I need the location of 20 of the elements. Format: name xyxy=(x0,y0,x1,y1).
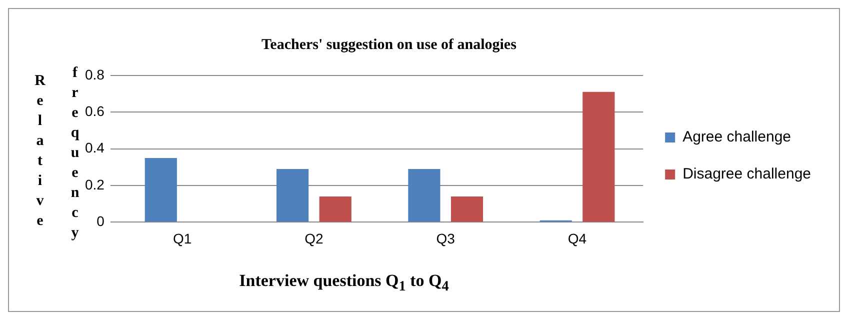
x-tick-label: Q2 xyxy=(304,230,324,246)
bar xyxy=(408,168,440,222)
text: Relative frequency xyxy=(32,65,83,245)
x-tick-label: Q3 xyxy=(436,230,456,246)
x-tick-label: Q4 xyxy=(568,230,587,246)
chart-title: Teachers' suggestion on use of analogies xyxy=(260,37,518,54)
bar xyxy=(319,196,352,222)
y-tick-label: 0.6 xyxy=(84,102,105,119)
bar xyxy=(450,196,484,222)
bar xyxy=(276,168,309,222)
legend-label: Agree challenge xyxy=(682,128,792,146)
bar xyxy=(582,92,615,222)
x-axis-title: Interview questions Q$_{1}$ to Q$_{4}$ xyxy=(238,271,450,296)
bar xyxy=(144,158,177,222)
y-tick-label: 0.4 xyxy=(84,140,105,156)
x-tick-label: Q1 xyxy=(172,230,192,246)
y-tick-label: 0.8 xyxy=(84,66,105,82)
y-tick-label: 0 xyxy=(96,213,105,230)
y-tick-label: 0.2 xyxy=(84,176,105,192)
legend-label: Disagree challenge xyxy=(682,166,812,183)
